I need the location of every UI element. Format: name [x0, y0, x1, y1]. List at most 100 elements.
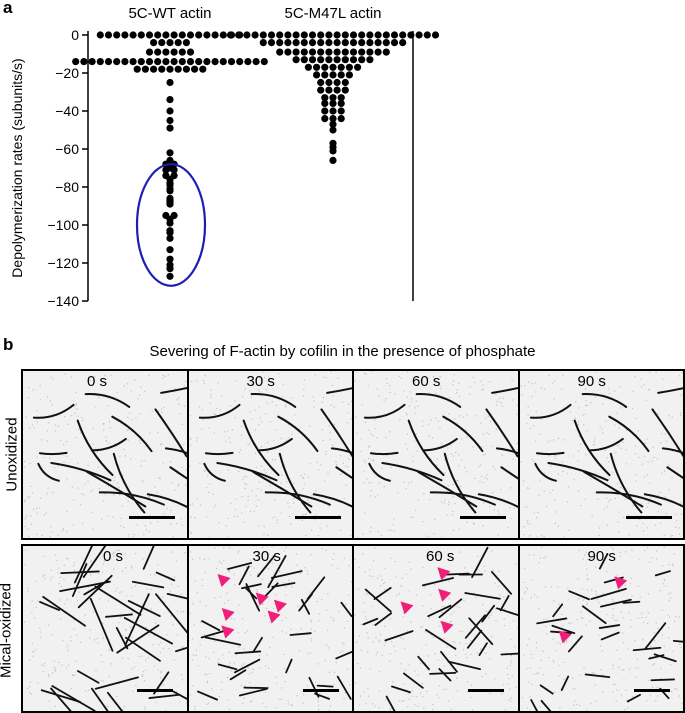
filament: [607, 415, 649, 453]
noise-speck: [611, 691, 613, 693]
noise-speck: [131, 587, 133, 589]
noise-speck: [563, 407, 565, 409]
noise-speck: [667, 415, 670, 417]
noise-speck: [118, 494, 120, 496]
data-point: [113, 58, 121, 66]
noise-speck: [551, 489, 553, 491]
noise-speck: [359, 704, 361, 706]
noise-speck: [147, 657, 149, 659]
noise-speck: [271, 562, 273, 564]
data-point: [325, 48, 333, 56]
noise-speck: [452, 483, 454, 486]
filament: [447, 660, 481, 671]
noise-speck: [169, 461, 172, 463]
data-point: [104, 31, 113, 39]
category-label: 5C-WT actin: [128, 5, 211, 22]
filament: [202, 462, 226, 482]
filament: [242, 419, 280, 477]
noise-speck: [249, 411, 251, 413]
noise-speck: [235, 654, 237, 656]
noise-speck: [663, 534, 665, 536]
noise-speck: [44, 574, 46, 576]
noise-speck: [525, 586, 527, 589]
noise-speck: [23, 621, 26, 623]
data-point: [166, 229, 174, 237]
noise-speck: [160, 672, 162, 674]
noise-speck: [629, 619, 631, 621]
noise-speck: [112, 553, 114, 555]
noise-speck: [121, 635, 124, 637]
filament: [440, 650, 458, 673]
noise-speck: [250, 396, 252, 398]
noise-speck: [607, 500, 609, 502]
noise-speck: [472, 522, 474, 524]
filament: [240, 583, 262, 590]
noise-speck: [150, 608, 152, 610]
noise-speck: [643, 455, 645, 457]
noise-speck: [586, 429, 588, 432]
noise-speck: [528, 638, 530, 640]
micrograph: [354, 546, 518, 711]
data-point: [333, 56, 341, 64]
noise-speck: [343, 497, 345, 499]
filament: [429, 671, 457, 675]
noise-speck: [540, 535, 542, 537]
noise-speck: [535, 516, 537, 519]
noise-speck: [213, 597, 215, 599]
noise-speck: [263, 469, 265, 471]
noise-speck: [617, 490, 619, 492]
noise-speck: [308, 591, 310, 593]
noise-speck: [180, 518, 182, 520]
noise-speck: [191, 685, 193, 687]
noise-speck: [627, 534, 630, 536]
filament: [598, 624, 620, 629]
noise-speck: [566, 588, 568, 590]
noise-speck: [431, 704, 434, 706]
noise-speck: [552, 661, 554, 663]
noise-speck: [406, 371, 409, 373]
noise-speck: [91, 511, 93, 513]
noise-speck: [560, 613, 563, 615]
filament: [581, 605, 607, 625]
noise-speck: [455, 451, 457, 454]
data-point: [137, 58, 145, 66]
noise-speck: [391, 640, 393, 643]
filament: [244, 587, 257, 600]
noise-speck: [503, 608, 505, 610]
noise-speck: [397, 492, 399, 494]
severing-arrowhead: [438, 588, 452, 602]
noise-speck: [491, 550, 493, 552]
noise-speck: [444, 499, 446, 501]
severing-arrowhead: [558, 630, 572, 644]
noise-speck: [628, 668, 630, 670]
noise-speck: [310, 495, 313, 497]
noise-speck: [533, 673, 535, 675]
noise-speck: [307, 476, 309, 478]
noise-speck: [233, 618, 235, 620]
noise-speck: [372, 560, 375, 562]
noise-speck: [98, 397, 100, 399]
noise-speck: [578, 435, 580, 437]
noise-speck: [678, 375, 680, 377]
noise-speck: [107, 600, 110, 602]
noise-speck: [667, 637, 669, 639]
noise-speck: [280, 437, 282, 439]
filament: [540, 699, 551, 711]
noise-speck: [37, 682, 39, 684]
noise-speck: [108, 676, 110, 678]
filament: [166, 592, 187, 600]
noise-speck: [46, 430, 49, 432]
noise-speck: [552, 638, 554, 640]
noise-speck: [552, 600, 555, 602]
data-point: [349, 48, 358, 56]
noise-speck: [189, 504, 191, 506]
filament: [244, 583, 260, 612]
noise-speck: [664, 496, 666, 498]
noise-speck: [51, 576, 53, 578]
noise-speck: [648, 371, 650, 373]
noise-speck: [415, 433, 417, 435]
noise-speck: [120, 524, 122, 527]
noise-speck: [135, 417, 137, 419]
noise-speck: [263, 376, 265, 379]
noise-speck: [662, 583, 664, 585]
